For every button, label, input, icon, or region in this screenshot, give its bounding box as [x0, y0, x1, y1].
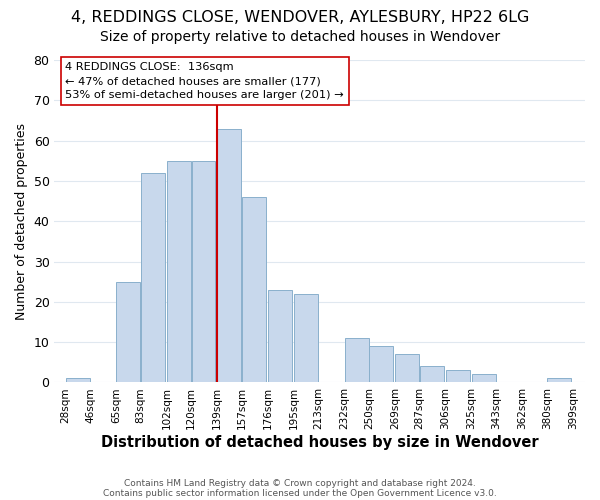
Text: 4 REDDINGS CLOSE:  136sqm
← 47% of detached houses are smaller (177)
53% of semi: 4 REDDINGS CLOSE: 136sqm ← 47% of detach…: [65, 62, 344, 100]
Bar: [344, 338, 368, 382]
Bar: [141, 173, 165, 382]
Text: Contains public sector information licensed under the Open Government Licence v3: Contains public sector information licen…: [103, 488, 497, 498]
Bar: [167, 161, 191, 382]
Bar: [547, 378, 571, 382]
Bar: [446, 370, 470, 382]
Bar: [217, 128, 241, 382]
Bar: [369, 346, 393, 383]
Bar: [395, 354, 419, 382]
Bar: [65, 378, 89, 382]
Bar: [268, 290, 292, 382]
Bar: [116, 282, 140, 382]
Text: 4, REDDINGS CLOSE, WENDOVER, AYLESBURY, HP22 6LG: 4, REDDINGS CLOSE, WENDOVER, AYLESBURY, …: [71, 10, 529, 25]
X-axis label: Distribution of detached houses by size in Wendover: Distribution of detached houses by size …: [101, 435, 539, 450]
Bar: [420, 366, 444, 382]
Bar: [242, 197, 266, 382]
Bar: [472, 374, 496, 382]
Text: Contains HM Land Registry data © Crown copyright and database right 2024.: Contains HM Land Registry data © Crown c…: [124, 478, 476, 488]
Y-axis label: Number of detached properties: Number of detached properties: [15, 122, 28, 320]
Bar: [294, 294, 318, 382]
Text: Size of property relative to detached houses in Wendover: Size of property relative to detached ho…: [100, 30, 500, 44]
Bar: [191, 161, 215, 382]
